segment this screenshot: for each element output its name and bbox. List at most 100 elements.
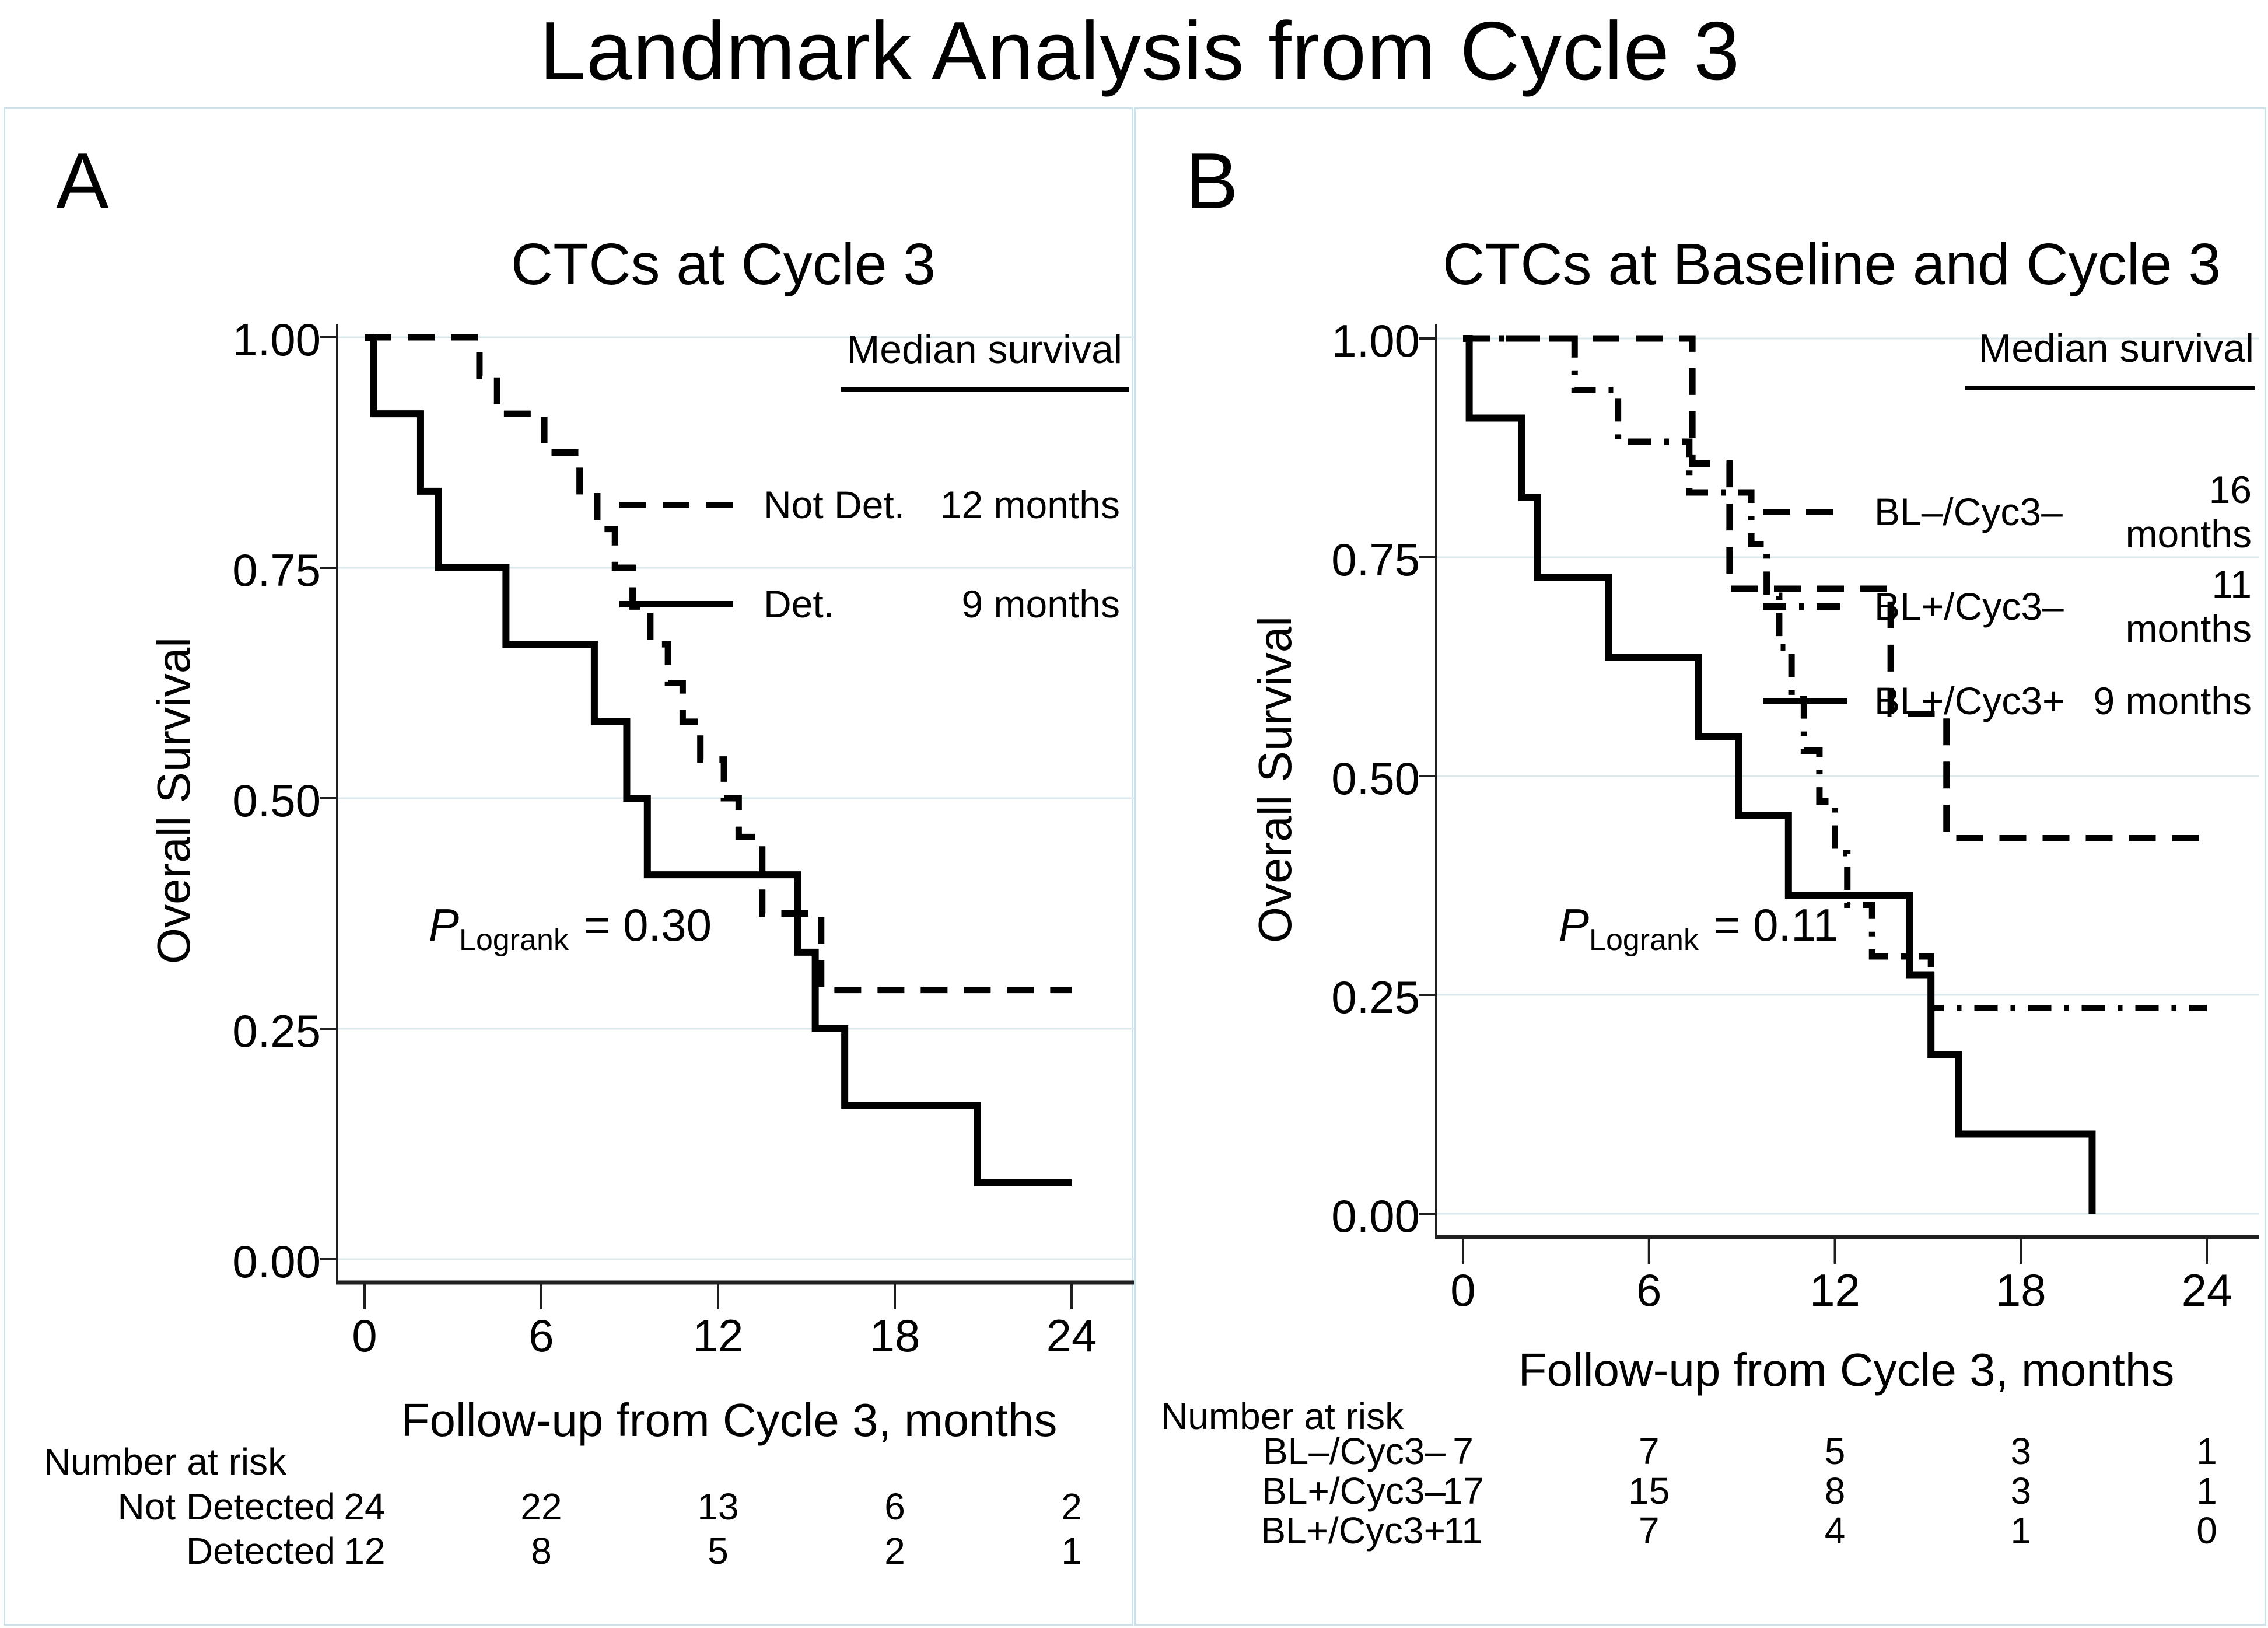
number-at-risk-count: 13 — [697, 1486, 739, 1528]
legend-entry-median: 9 months — [961, 582, 1120, 626]
km-curve-not-det- — [365, 334, 1072, 994]
panel-b-title: CTCs at Baseline and Cycle 3 — [1443, 232, 2221, 297]
p-symbol: P — [1559, 899, 1590, 951]
number-at-risk-count: 7 — [1638, 1430, 1660, 1472]
number-at-risk-count: 1 — [1061, 1530, 1082, 1572]
x-tick-label: 6 — [528, 1310, 554, 1361]
number-at-risk-count: 6 — [884, 1486, 905, 1528]
p-value: = 0.11 — [1713, 899, 1839, 951]
legend-entry-label: BL–/Cyc3– — [1874, 490, 2063, 533]
dashed-line-sample-icon — [1763, 508, 1847, 515]
y-tick-label: 1.00 — [1331, 315, 1420, 366]
panel-b-logrank-p-value: PLogrank = 0.11 — [1559, 899, 1838, 958]
x-tick-label: 0 — [1450, 1264, 1476, 1316]
number-at-risk-count: 8 — [531, 1530, 552, 1572]
panel-a-title: CTCs at Cycle 3 — [511, 232, 936, 297]
number-at-risk-row-label: Not Detected — [117, 1486, 335, 1528]
number-at-risk-count: 7 — [1638, 1510, 1660, 1552]
x-tick-label: 18 — [869, 1310, 921, 1361]
number-at-risk-row-label: BL–/Cyc3– — [1262, 1430, 1446, 1472]
panel-a-legend-entry: Not Det. 12 months — [620, 483, 1120, 526]
legend-entry-median: 11 months — [2125, 563, 2252, 650]
number-at-risk-count: 1 — [2196, 1430, 2217, 1472]
number-at-risk-count: 7 — [1452, 1430, 1474, 1472]
number-at-risk-count: 24 — [344, 1486, 386, 1528]
number-at-risk-count: 4 — [1824, 1510, 1846, 1552]
panel-b-legend-entry: BL+/Cyc3– 11 months — [1763, 563, 2252, 650]
number-at-risk-count: 8 — [1824, 1470, 1846, 1512]
number-at-risk-count: 2 — [884, 1530, 905, 1572]
y-tick-label: 0.75 — [232, 544, 321, 596]
y-tick-label: 0.25 — [1331, 972, 1420, 1023]
panel-b-legend-entry: BL–/Cyc3– 16 months — [1763, 468, 2252, 556]
p-symbol: P — [429, 899, 460, 951]
legend-entry-label: Not Det. — [764, 483, 905, 526]
number-at-risk-count: 17 — [1442, 1470, 1484, 1512]
legend-entry-label: Det. — [764, 582, 835, 626]
p-subscript: Logrank — [1589, 923, 1699, 957]
y-tick-label: 0.25 — [232, 1005, 321, 1057]
panel-a-legend-entry: Det. 9 months — [620, 582, 1120, 626]
x-tick-label: 12 — [1810, 1264, 1860, 1316]
x-tick-label: 0 — [352, 1310, 377, 1361]
number-at-risk-count: 1 — [2010, 1510, 2032, 1552]
y-tick-label: 1.00 — [232, 314, 321, 365]
y-tick-label: 0.00 — [1331, 1190, 1420, 1242]
number-at-risk-count: 5 — [1824, 1430, 1846, 1472]
legend-entry-label: BL+/Cyc3+ — [1874, 679, 2065, 722]
number-at-risk-count: 2 — [1061, 1486, 1082, 1528]
legend-entry-median: 16 months — [2125, 468, 2252, 556]
dashdot-line-sample-icon — [1763, 603, 1847, 610]
y-tick-label: 0.50 — [232, 775, 321, 826]
km-curve-det- — [365, 334, 1072, 1186]
panel-a-frame — [4, 107, 1133, 1626]
panel-a-logrank-p-value: PLogrank = 0.30 — [429, 899, 712, 958]
panel-a-x-axis-title: Follow-up from Cycle 3, months — [401, 1394, 1058, 1446]
dashed-line-sample-icon — [620, 501, 733, 508]
number-at-risk-count: 5 — [708, 1530, 729, 1572]
number-at-risk-row-label: Detected — [186, 1530, 335, 1572]
y-tick-label: 0.50 — [1331, 753, 1420, 804]
number-at-risk-count: 3 — [2010, 1430, 2032, 1472]
x-tick-label: 12 — [692, 1310, 744, 1361]
legend-entry-median: 9 months — [2093, 679, 2252, 722]
x-tick-label: 24 — [1046, 1310, 1097, 1361]
solid-line-sample-icon — [1763, 697, 1847, 704]
x-tick-label: 6 — [1636, 1264, 1662, 1316]
number-at-risk-row-label: BL+/Cyc3– — [1262, 1470, 1446, 1512]
panel-b-x-axis-title: Follow-up from Cycle 3, months — [1518, 1344, 2175, 1396]
km-curve-bl-cyc3- — [1463, 335, 2207, 841]
number-at-risk-count: 12 — [344, 1530, 386, 1572]
y-tick-label: 0.75 — [1331, 534, 1420, 585]
number-at-risk-count: 3 — [2010, 1470, 2032, 1512]
number-at-risk-header: Number at risk — [1161, 1395, 1404, 1437]
panel-b-legend-entry: BL+/Cyc3+ 9 months — [1763, 679, 2252, 722]
km-curve-bl+-cyc3- — [1463, 335, 2207, 1011]
km-curve-bl+-cyc3+ — [1463, 335, 2096, 1214]
number-at-risk-count: 1 — [2196, 1470, 2217, 1512]
number-at-risk-header: Number at risk — [44, 1441, 287, 1483]
x-tick-label: 18 — [1995, 1264, 2046, 1316]
x-tick-label: 24 — [2181, 1264, 2232, 1316]
panel-a-legend-underline — [841, 387, 1129, 392]
number-at-risk-count: 0 — [2196, 1510, 2217, 1552]
panel-a-legend-header: Median survival — [846, 327, 1122, 372]
number-at-risk-count: 11 — [1443, 1510, 1483, 1552]
legend-entry-median: 12 months — [940, 483, 1120, 526]
number-at-risk-count: 22 — [520, 1486, 562, 1528]
figure-title: Landmark Analysis from Cycle 3 — [539, 5, 1741, 97]
panel-b-letter: B — [1185, 137, 1238, 225]
y-tick-label: 0.00 — [232, 1236, 321, 1287]
legend-entry-label: BL+/Cyc3– — [1874, 585, 2064, 628]
panel-b-legend-underline — [1965, 386, 2255, 390]
number-at-risk-count: 15 — [1628, 1470, 1670, 1512]
p-subscript: Logrank — [459, 923, 569, 957]
panel-b-frame — [1134, 107, 2266, 1626]
solid-line-sample-icon — [620, 600, 733, 607]
panel-a-letter: A — [56, 137, 109, 225]
p-value: = 0.30 — [583, 899, 712, 951]
panel-b-legend-header: Median survival — [1978, 326, 2254, 371]
number-at-risk-row-label: BL+/Cyc3+ — [1261, 1510, 1446, 1552]
